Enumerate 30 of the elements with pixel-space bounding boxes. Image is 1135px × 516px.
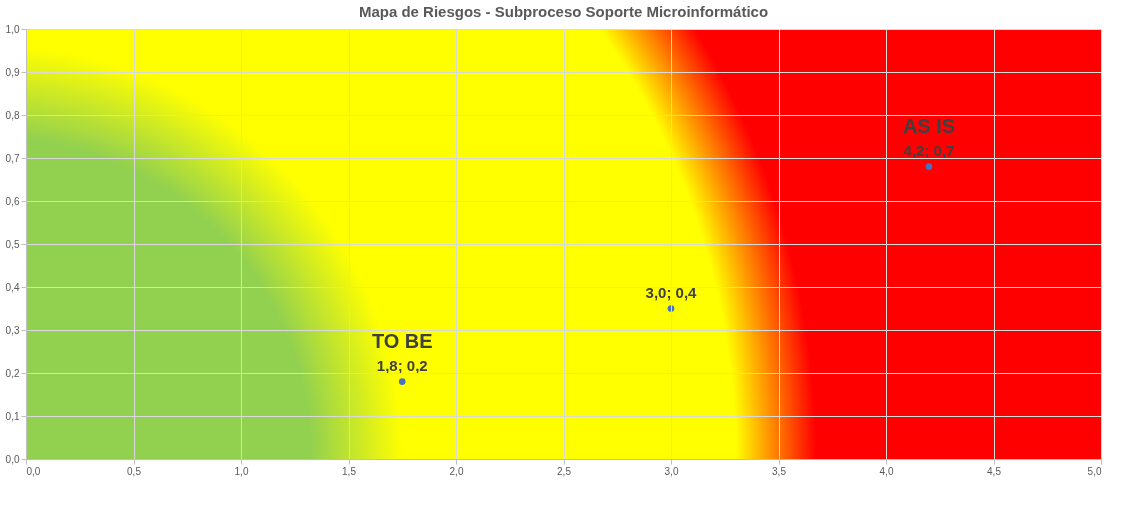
y-tick-label: 0,0 [5, 453, 20, 465]
data-label: 4,2; 0,7 [903, 141, 955, 159]
y-tick-label: 1,0 [5, 23, 20, 35]
x-tick-label: 0,0 [26, 465, 41, 477]
x-tick-label: 1,0 [234, 465, 249, 477]
annotation: TO BE [371, 329, 433, 352]
y-tick-label: 0,5 [5, 238, 20, 250]
data-label: 3,0; 0,4 [645, 283, 698, 301]
y-tick-label: 0,4 [5, 281, 20, 293]
y-tick-label: 0,7 [5, 152, 20, 164]
data-label: 1,8; 0,2 [376, 356, 428, 374]
y-tick-label: 0,2 [5, 367, 20, 379]
chart-title: Mapa de Riesgos - Subproceso Soporte Microinformático [358, 3, 769, 20]
x-tick-label: 1,5 [342, 465, 357, 477]
annotation: AS IS [902, 114, 956, 137]
x-tick-label: 4,5 [987, 465, 1002, 477]
y-tick-label: 0,9 [5, 66, 20, 78]
y-tick-label: 0,1 [5, 410, 20, 422]
x-tick-label: 3,0 [664, 465, 679, 477]
y-tick-label: 0,6 [5, 195, 20, 207]
x-tick-label: 4,0 [879, 465, 894, 477]
point [925, 163, 933, 170]
x-tick-label: 5,0 [1087, 465, 1102, 477]
x-tick-label: 2,5 [557, 465, 572, 477]
x-tick-label: 2,0 [449, 465, 464, 477]
x-tick-label: 3,5 [772, 465, 787, 477]
x-tick-label: 0,5 [127, 465, 142, 477]
point [398, 378, 406, 385]
y-tick-label: 0,3 [5, 324, 20, 336]
y-tick-label: 0,8 [5, 109, 20, 121]
